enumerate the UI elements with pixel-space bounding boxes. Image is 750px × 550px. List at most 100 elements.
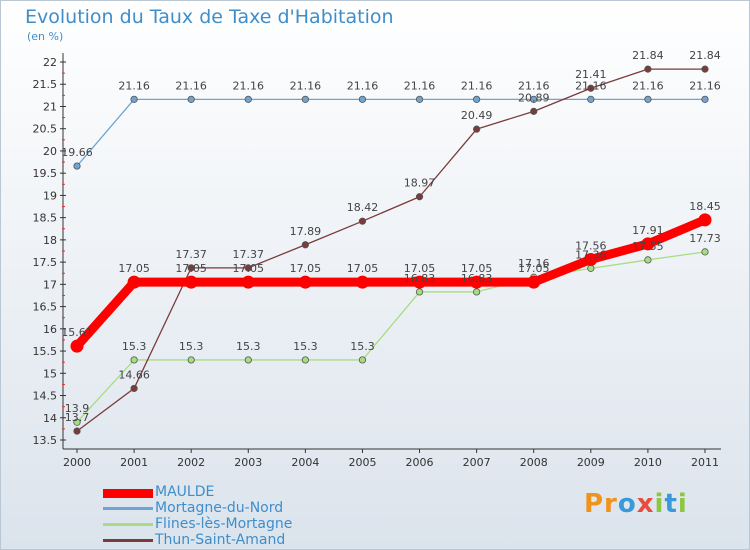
y-tick-label: 20.5 [33,123,58,136]
x-tick-label: 2000 [63,456,91,469]
y-tick-label: 20 [43,145,57,158]
y-tick-label: 18.5 [33,212,58,225]
data-point [241,275,255,289]
legend-swatch-flines [103,523,153,526]
x-tick-label: 2005 [348,456,376,469]
data-label: 17.36 [575,248,607,261]
data-point [701,95,709,103]
unit-label: (en %) [27,30,64,43]
data-label: 17.05 [290,262,322,275]
data-point [70,339,84,353]
data-label: 17.05 [518,262,550,275]
series-line-2 [76,251,706,423]
y-tick-label: 21.5 [33,78,58,91]
data-label: 17.91 [632,224,664,237]
data-point [587,95,595,103]
data-point [415,193,424,201]
data-label: 15.3 [350,340,375,353]
data-label: 17.37 [233,248,265,261]
data-point [130,384,138,393]
data-label: 17.73 [689,232,721,245]
legend-label-thun: Thun-Saint-Amand [155,532,286,548]
data-label: 21.16 [233,79,265,92]
data-label: 21.16 [118,79,150,92]
y-tick-label: 14.5 [33,390,58,403]
data-label: 21.16 [290,79,322,92]
data-point [301,241,309,249]
data-label: 21.16 [461,79,493,92]
data-point [527,275,541,289]
data-label: 14.66 [118,368,150,381]
data-point [301,95,309,103]
x-tick-label: 2002 [177,456,205,469]
chart-title: Evolution du Taux de Taxe d'Habitation [25,6,394,28]
data-point [127,275,141,289]
data-label: 20.89 [518,91,550,104]
data-point [415,95,424,103]
data-label: 17.37 [175,248,207,261]
y-tick-label: 14 [43,412,57,425]
x-tick-label: 2007 [463,456,491,469]
data-point [73,162,81,170]
legend-label-flines: Flines-lès-Mortagne [155,516,293,532]
data-label: 21.16 [347,79,379,92]
data-label: 18.97 [404,177,436,190]
data-point [413,275,427,289]
data-label: 21.16 [518,79,550,92]
data-label: 21.16 [689,79,721,92]
data-label: 15.3 [122,340,147,353]
y-tick-label: 17 [43,278,57,291]
x-tick-label: 2009 [577,456,605,469]
y-tick-label: 13.5 [33,434,58,447]
y-tick-label: 15 [43,367,57,380]
data-label: 21.16 [404,79,436,92]
legend-swatch-maulde [103,489,153,498]
y-tick-label: 19 [43,189,57,202]
data-point [358,356,367,364]
data-point [584,252,598,266]
data-label: 13.7 [65,411,90,424]
data-point [701,248,709,256]
data-label: 17.05 [404,262,436,275]
data-point [530,95,538,103]
data-label: 16.83 [404,272,436,285]
data-label: 18.42 [347,201,379,214]
data-point [187,356,195,364]
data-point [470,275,484,289]
x-tick-label: 2006 [406,456,434,469]
series-line-0 [72,215,710,351]
data-point [244,264,252,272]
data-point [73,418,81,426]
data-point [473,95,481,103]
x-tick-label: 2003 [234,456,262,469]
data-label: 13.9 [65,402,90,415]
data-point [355,275,369,289]
data-label: 21.41 [575,68,607,81]
x-tick-label: 2001 [120,456,148,469]
data-label: 21.16 [175,79,207,92]
y-tick-label: 18 [43,234,57,247]
y-tick-label: 16.5 [33,301,58,314]
data-point [530,107,538,115]
data-label: 15.3 [179,340,204,353]
data-label: 17.56 [575,239,607,252]
x-tick-label: 2008 [520,456,548,469]
data-point [644,65,652,73]
x-tick-label: 2010 [634,456,662,469]
data-point [130,356,138,364]
data-label: 17.05 [118,262,150,275]
data-label: 17.89 [290,225,322,238]
legend-label-maulde: MAULDE [155,484,215,500]
data-point [473,125,481,133]
data-label: 18.45 [689,200,721,213]
data-label: 16.83 [461,272,493,285]
y-tick-label: 15.5 [33,345,58,358]
y-tick-label: 22 [43,56,57,69]
series-line-3 [76,68,706,432]
data-point [701,65,709,73]
data-label: 21.16 [575,79,607,92]
data-point [644,256,652,264]
data-point [644,95,652,103]
proxiti-logo: Proxiti [584,489,688,519]
